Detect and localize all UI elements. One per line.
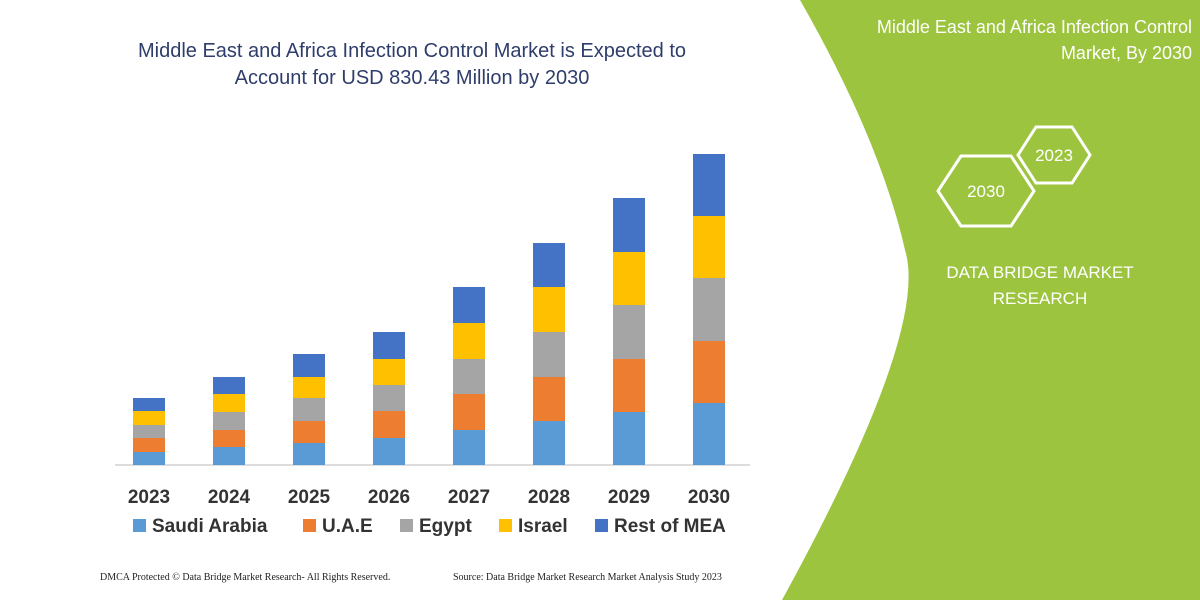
bar-segment (453, 394, 485, 430)
footer-source: Source: Data Bridge Market Research Mark… (453, 572, 722, 583)
hexagon (936, 154, 1036, 228)
legend-label: Egypt (419, 516, 472, 537)
bar-segment (133, 438, 165, 452)
x-tick-label: 2026 (368, 487, 410, 508)
bar-segment (613, 198, 645, 252)
bar-segment (453, 323, 485, 359)
x-tick-label: 2027 (448, 487, 490, 508)
x-tick-label: 2024 (208, 487, 251, 508)
bar-segment (613, 412, 645, 465)
bar-segment (373, 385, 405, 411)
bar-segment (453, 430, 485, 465)
bar-segment (373, 332, 405, 359)
bar-segment (133, 452, 165, 465)
bar-segment (293, 443, 325, 465)
bar-segment (133, 425, 165, 438)
bar-segment (693, 154, 725, 216)
bar-segment (693, 341, 725, 403)
legend-label: U.A.E (322, 516, 373, 537)
bar-segment (213, 412, 245, 430)
x-tick-label: 2023 (128, 487, 170, 508)
bar-segment (613, 359, 645, 412)
hexagon (1016, 125, 1092, 185)
bar-segment (453, 359, 485, 394)
legend-label: Israel (518, 516, 568, 537)
legend-swatch (303, 519, 316, 532)
x-tick-label: 2028 (528, 487, 570, 508)
legend-swatch (595, 519, 608, 532)
bar-segment (293, 354, 325, 377)
bar-segment (533, 421, 565, 465)
legend-label: Saudi Arabia (152, 516, 268, 537)
bar-segment (693, 403, 725, 465)
bar-segment (133, 411, 165, 425)
footer-note: DMCA Protected © Data Bridge Market Rese… (100, 572, 391, 583)
bar-segment (533, 243, 565, 287)
bar-segment (293, 398, 325, 421)
legend-label: Rest of MEA (614, 516, 726, 537)
bar-segment (613, 252, 645, 305)
bar-segment (213, 447, 245, 465)
chart-title: Middle East and Africa Infection Control… (137, 40, 687, 89)
bar-segment (213, 430, 245, 447)
bar-segment (693, 278, 725, 341)
brand: DATA BRIDGE MARKET RESEARCH (946, 263, 1134, 308)
bar-segment (213, 377, 245, 394)
panel-title: Middle East and Africa Infection Control… (876, 17, 1192, 63)
side-panel (782, 0, 1200, 600)
bar-segment (453, 287, 485, 323)
bar-segment (613, 305, 645, 359)
bar-segment (133, 398, 165, 411)
badge-label: 2030 (967, 182, 1005, 201)
legend-swatch (133, 519, 146, 532)
bar-segment (293, 377, 325, 398)
x-tick-label: 2030 (688, 487, 730, 508)
legend-swatch (400, 519, 413, 532)
badge-label: 2023 (1035, 146, 1073, 165)
x-tick-label: 2025 (288, 487, 331, 508)
bar-segment (373, 411, 405, 438)
bar-segment (373, 438, 405, 465)
bar-segment (533, 377, 565, 421)
bar-segment (213, 394, 245, 412)
bar-segment (693, 216, 725, 278)
bar-segment (293, 421, 325, 443)
bar-segment (373, 359, 405, 385)
bar-segment (533, 287, 565, 332)
x-tick-label: 2029 (608, 487, 650, 508)
bar-segment (533, 332, 565, 377)
legend-swatch (499, 519, 512, 532)
